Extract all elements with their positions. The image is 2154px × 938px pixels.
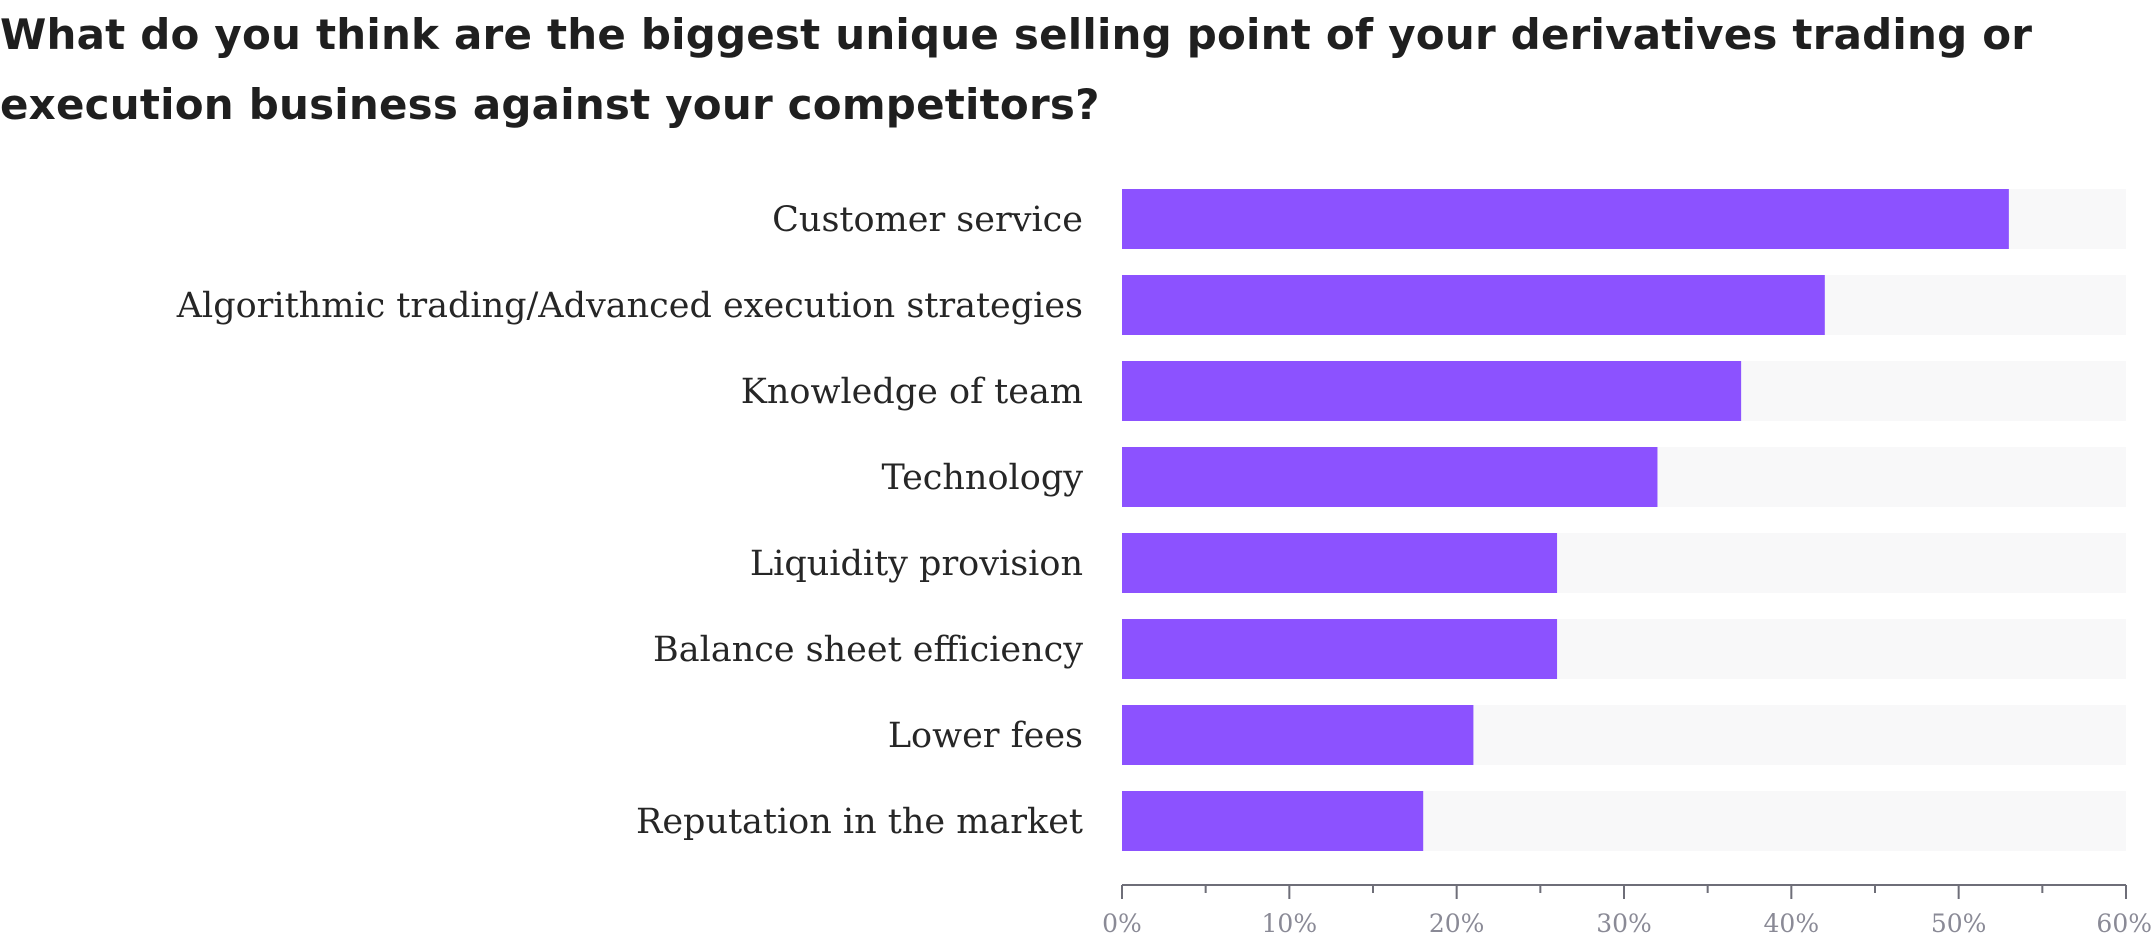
- category-label: Customer service: [772, 200, 1083, 240]
- category-label: Balance sheet efficiency: [653, 630, 1083, 670]
- x-tick-label: 30%: [1596, 909, 1652, 938]
- bar: [1122, 619, 1558, 679]
- x-tick-label: 10%: [1262, 909, 1318, 938]
- category-labels: Customer service Algorithmic trading/Adva…: [176, 200, 1084, 842]
- bar: [1122, 705, 1474, 765]
- category-label: Algorithmic trading/Advanced execution s…: [176, 286, 1083, 326]
- category-label: Reputation in the market: [636, 802, 1083, 842]
- category-label: Knowledge of team: [741, 372, 1083, 412]
- x-tick-labels: 0% 10% 20% 30% 40% 50% 60%: [1102, 909, 2152, 938]
- bar: [1122, 533, 1558, 593]
- category-label: Lower fees: [888, 716, 1083, 756]
- x-axis: [1121, 884, 2127, 899]
- bar: [1122, 361, 1742, 421]
- bars: [1122, 189, 2009, 851]
- bar: [1122, 275, 1825, 335]
- chart-title: What do you think are the biggest unique…: [0, 10, 2033, 129]
- bar: [1122, 791, 1424, 851]
- category-label: Technology: [881, 458, 1083, 498]
- bar: [1122, 447, 1658, 507]
- x-tick-label: 40%: [1764, 909, 1820, 938]
- bar: [1122, 189, 2009, 249]
- x-tick-label: 0%: [1102, 909, 1142, 938]
- x-tick-label: 60%: [2096, 909, 2152, 938]
- x-tick-label: 50%: [1931, 909, 1987, 938]
- category-label: Liquidity provision: [750, 544, 1083, 584]
- x-tick-label: 20%: [1429, 909, 1485, 938]
